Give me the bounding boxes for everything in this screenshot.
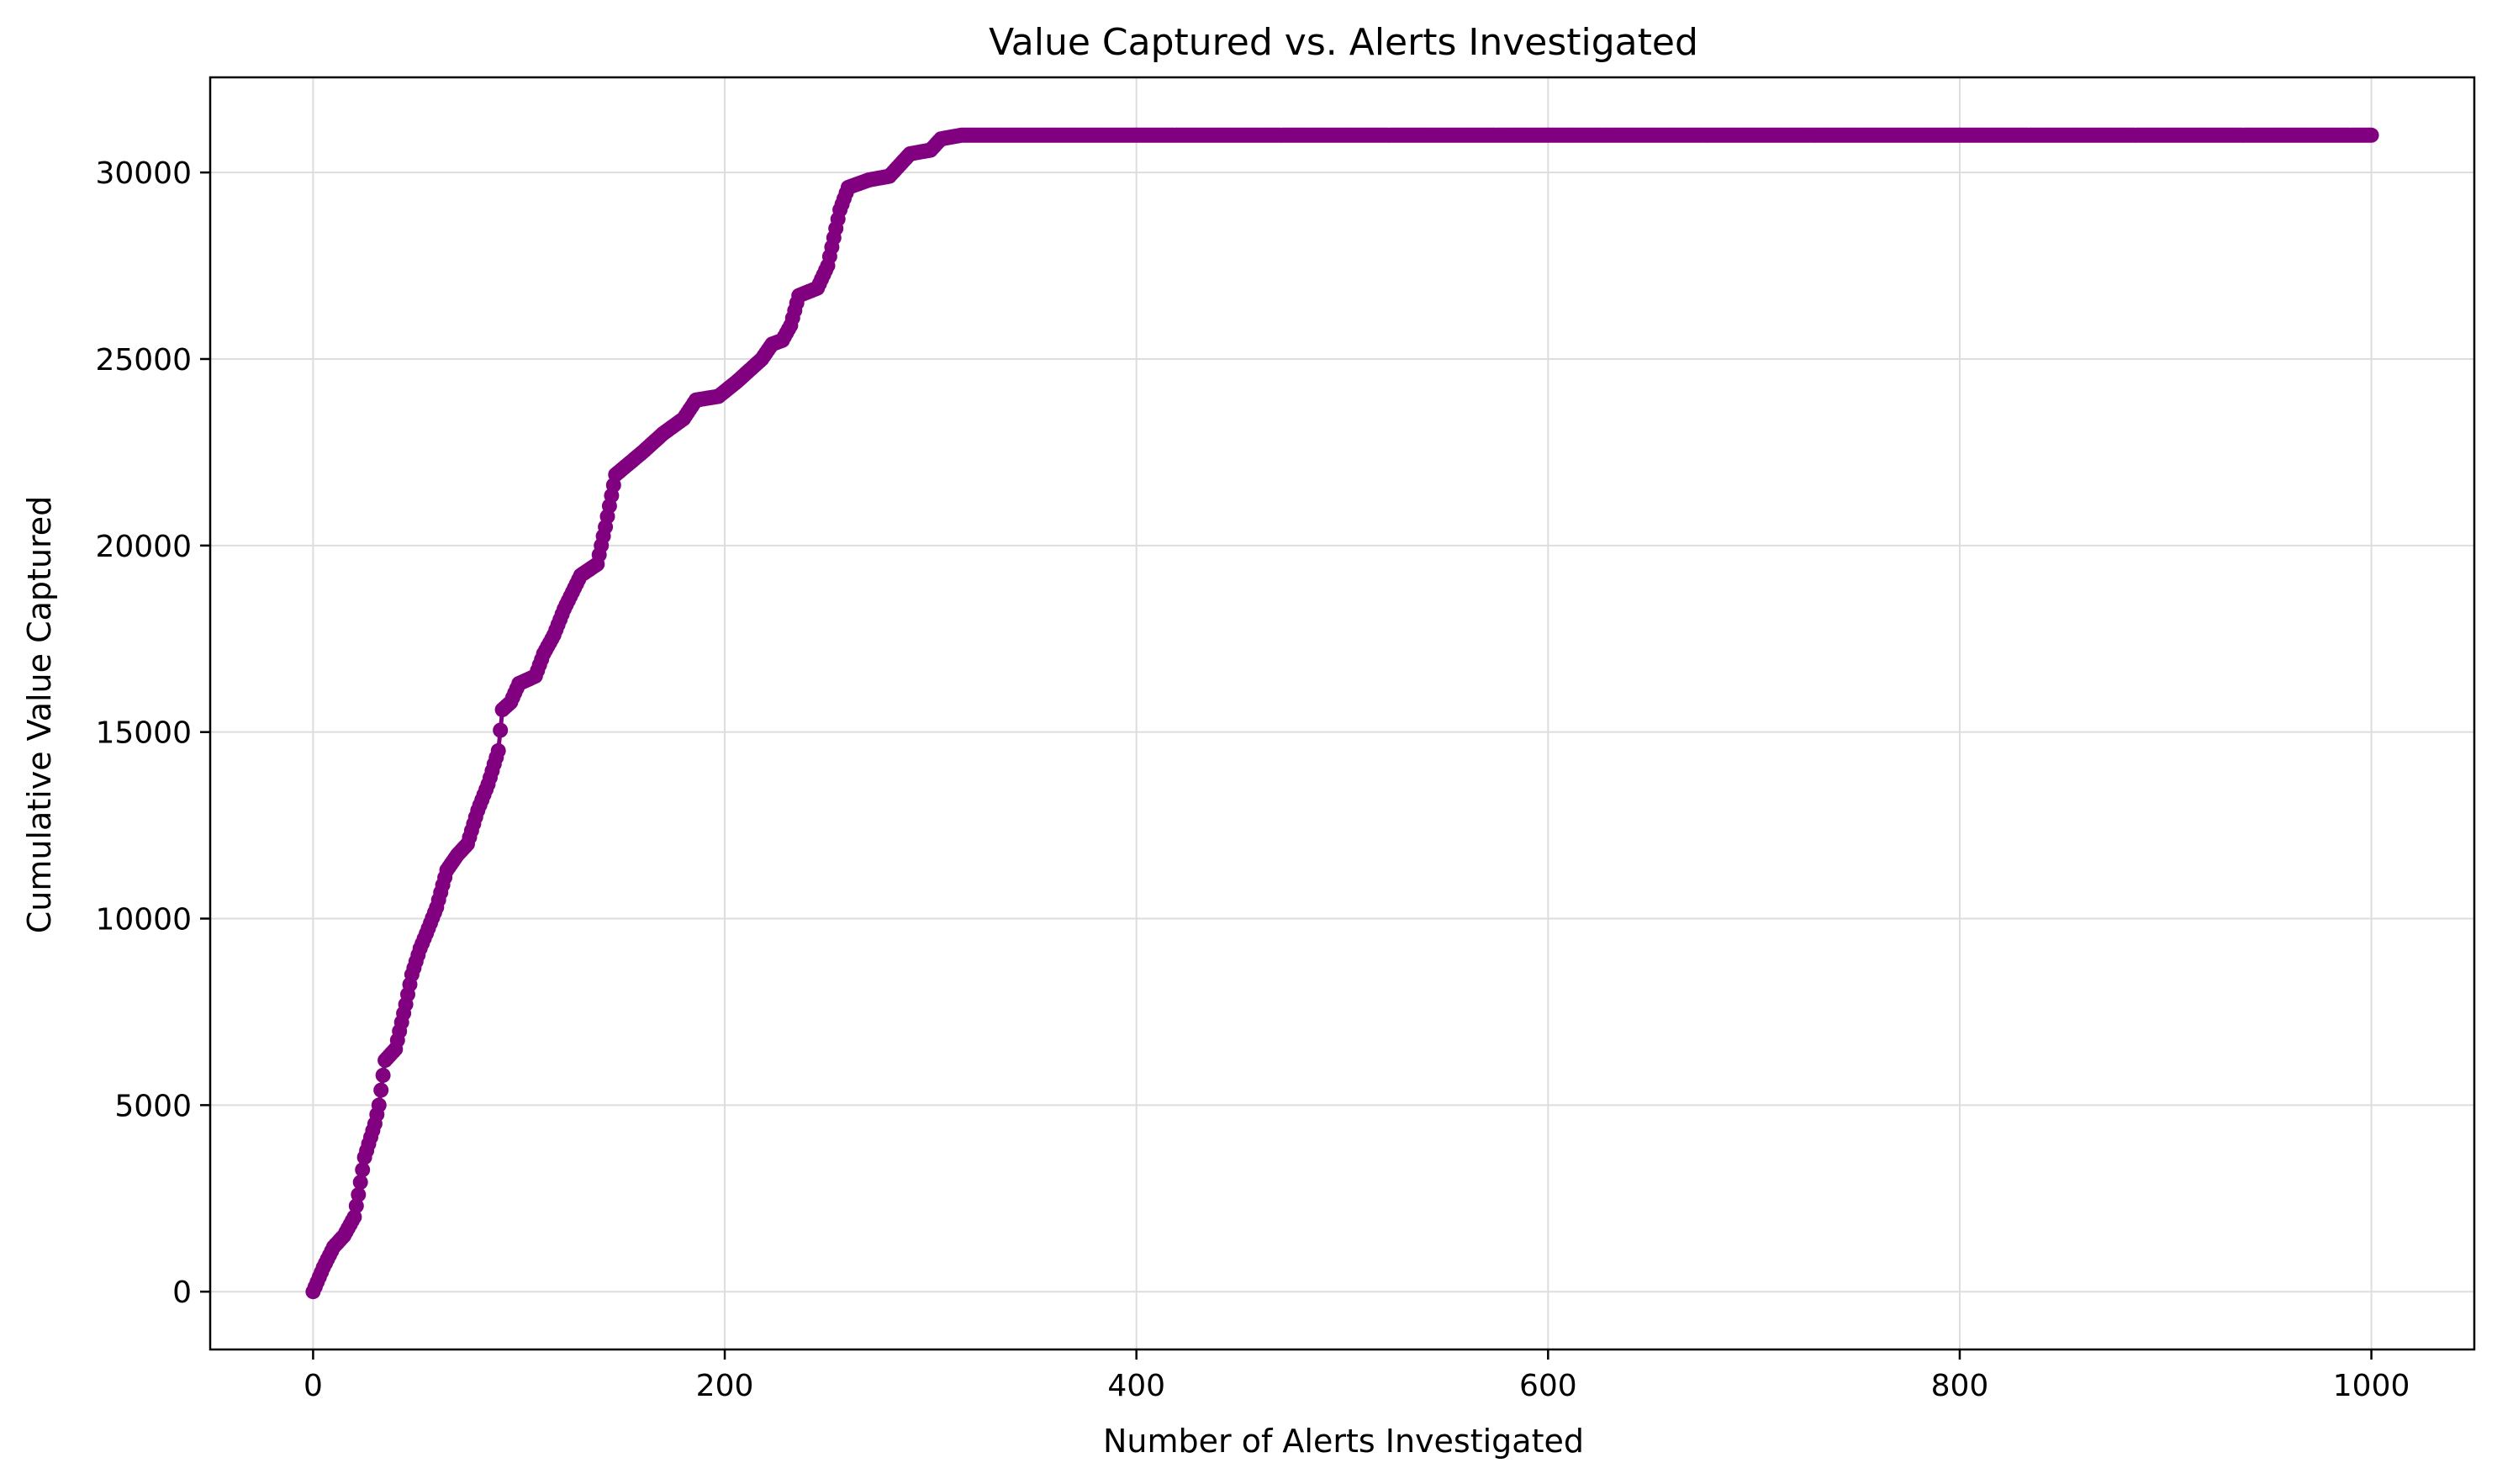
y-axis-label: Cumulative Value Captured [21, 496, 58, 934]
x-tick-label: 0 [304, 1369, 323, 1403]
data-point [490, 742, 506, 758]
y-tick-label: 30000 [95, 156, 192, 191]
data-series [305, 127, 2379, 1300]
data-point [375, 1067, 391, 1083]
chart-title: Value Captured vs. Alerts Investigated [989, 21, 1698, 64]
y-tick-label: 0 [172, 1275, 192, 1310]
data-point [348, 1198, 364, 1214]
data-point [352, 1175, 368, 1191]
x-tick-label: 800 [1931, 1369, 1989, 1403]
axis-ticks: 0 200 400 600 800 100005000100001500020000250… [95, 156, 2410, 1403]
x-tick-label: 1000 [2333, 1369, 2410, 1403]
data-point [371, 1097, 387, 1113]
x-tick-label: 400 [1107, 1369, 1165, 1403]
x-tick-label: 600 [1519, 1369, 1577, 1403]
plot-frame [209, 76, 2476, 1351]
x-axis-label: Number of Alerts Investigated [1103, 1423, 1584, 1460]
y-tick-label: 10000 [95, 903, 192, 937]
y-tick-label: 5000 [114, 1089, 192, 1123]
data-point [346, 1209, 362, 1225]
data-point [355, 1162, 371, 1178]
y-tick-label: 25000 [95, 343, 192, 378]
data-point [373, 1082, 389, 1098]
x-tick-label: 200 [696, 1369, 754, 1403]
y-tick-label: 15000 [95, 716, 192, 751]
data-point [493, 722, 509, 738]
data-point [351, 1186, 367, 1202]
grid [210, 77, 2474, 1349]
y-tick-label: 20000 [95, 530, 192, 564]
data-point [2363, 127, 2379, 143]
